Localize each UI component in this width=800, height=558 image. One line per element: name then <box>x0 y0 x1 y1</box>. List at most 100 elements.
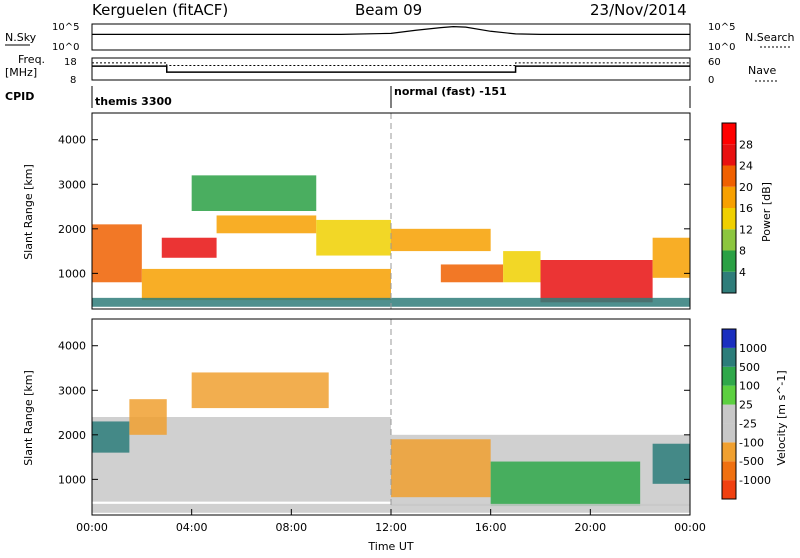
heatmap-band-5 <box>440 264 504 283</box>
noise-right-label: N.Search <box>745 31 795 44</box>
heatmap-band-4 <box>129 399 167 435</box>
heatmap-band-2 <box>92 421 130 453</box>
colorbar-segment <box>722 229 736 251</box>
colorbar-segment <box>722 347 736 367</box>
cpid-segment2: normal (fast) -151 <box>394 85 507 98</box>
colorbar-segment <box>722 404 736 424</box>
beam-title: Beam 09 <box>355 1 422 19</box>
cpid-row: CPID themis 3300 normal (fast) -151 <box>5 85 691 108</box>
nave-line <box>92 62 690 66</box>
colorbar-segment <box>722 144 736 166</box>
y-tick-label: 4000 <box>58 340 86 353</box>
colorbar-tick-label: 24 <box>739 160 753 173</box>
heatmap-band-7 <box>652 443 690 484</box>
noise-left-label: N.Sky <box>5 31 37 44</box>
noise-right-tick-bottom: 10^0 <box>708 42 735 53</box>
x-tick-label: 16:00 <box>475 521 507 534</box>
heatmap-band-5 <box>391 439 491 498</box>
colorbar-segment <box>722 329 736 348</box>
colorbar-segment <box>722 123 736 145</box>
velocity-panel: 1000 2000 3000 4000 Slant Range [km] 1000 50… <box>22 318 788 553</box>
colorbar-segment <box>722 165 736 187</box>
heatmap-band-8 <box>652 237 690 278</box>
colorbar-segment <box>722 480 736 499</box>
y-tick-label: 1000 <box>58 267 86 280</box>
heatmap-band-4 <box>391 228 491 252</box>
colorbar-segment <box>722 271 736 293</box>
x-tick-label: 20:00 <box>574 521 606 534</box>
freq-line <box>92 65 690 73</box>
heatmap-band-6 <box>503 251 541 283</box>
velocity-y-ticks: 1000 2000 3000 4000 <box>58 340 690 486</box>
colorbar-tick-label: -100 <box>739 436 764 449</box>
noise-line <box>92 25 690 36</box>
noise-panel: N.Sky 10^5 10^0 10^5 10^0 N.Search <box>5 22 795 53</box>
colorbar-tick-label: -25 <box>739 417 757 430</box>
freq-label-line1: Freq. <box>18 53 45 66</box>
x-tick-label: 08:00 <box>275 521 307 534</box>
colorbar-segment <box>722 442 736 462</box>
colorbar-tick-label: 8 <box>739 245 746 258</box>
velocity-colorbar-label: Velocity [m s^-1] <box>775 370 788 465</box>
heatmap-band-3 <box>316 219 391 256</box>
colorbar-segment <box>722 366 736 386</box>
noise-left-tick-top: 10^5 <box>52 22 79 33</box>
colorbar-tick-label: 25 <box>739 399 753 412</box>
freq-label-line2: [MHz] <box>5 66 37 79</box>
heatmap-band-7 <box>540 260 653 303</box>
heatmap-band-2 <box>216 215 317 234</box>
freq-right-tick-bottom: 0 <box>708 75 714 86</box>
heatmap-band-6 <box>490 461 641 507</box>
x-tick-label: 12:00 <box>375 521 407 534</box>
power-colorbar-label: Power [dB] <box>760 182 773 242</box>
freq-right-tick-top: 60 <box>708 57 721 68</box>
y-tick-label: 3000 <box>58 178 86 191</box>
heatmap-band-1 <box>161 237 217 258</box>
colorbar-segment <box>722 385 736 405</box>
colorbar-segment <box>722 250 736 272</box>
colorbar-frame <box>721 328 737 500</box>
power-panel: 1000 2000 3000 4000 Slant Range [km] 4 8 12 16… <box>22 112 773 310</box>
noise-right-tick-top: 10^5 <box>708 22 735 33</box>
x-ticks: 00:00 04:00 08:00 12:00 16:00 20:00 00:00 <box>76 509 706 534</box>
heatmap-band-3 <box>191 372 329 409</box>
y-tick-label: 2000 <box>58 429 86 442</box>
frequency-panel: Freq. [MHz] 18 8 60 0 Nave <box>5 53 778 86</box>
colorbar-segment <box>722 208 736 230</box>
colorbar-tick-label: 28 <box>739 138 753 151</box>
heatmap-band-11 <box>92 297 690 307</box>
power-heatmap <box>92 175 690 307</box>
cpid-segment1: themis 3300 <box>95 95 172 108</box>
colorbar-tick-label: 500 <box>739 361 760 374</box>
y-tick-label: 4000 <box>58 134 86 147</box>
colorbar-segment <box>722 461 736 481</box>
x-tick-label: 00:00 <box>76 521 108 534</box>
colorbar-tick-label: 100 <box>739 380 760 393</box>
colorbar-tick-label: -1000 <box>739 474 771 487</box>
y-tick-label: 2000 <box>58 223 86 236</box>
colorbar-frame <box>721 122 737 294</box>
y-tick-label: 1000 <box>58 473 86 486</box>
colorbar-segment <box>722 186 736 208</box>
heatmap-band-0 <box>92 224 142 283</box>
heatmap-band-10 <box>191 175 317 211</box>
freq-left-tick-bottom: 8 <box>70 75 76 86</box>
colorbar-tick-label: -500 <box>739 455 764 468</box>
colorbar-segment <box>722 423 736 443</box>
colorbar-tick-label: 16 <box>739 202 753 215</box>
heatmap-band-8 <box>92 503 690 513</box>
colorbar-tick-label: 12 <box>739 223 753 236</box>
x-tick-label: 00:00 <box>674 521 706 534</box>
velocity-y-axis-label: Slant Range [km] <box>22 370 35 466</box>
date-title: 23/Nov/2014 <box>590 1 687 19</box>
power-y-ticks: 1000 2000 3000 4000 <box>58 134 690 280</box>
velocity-heatmap <box>92 372 690 513</box>
colorbar-tick-label: 4 <box>739 266 746 279</box>
y-tick-label: 3000 <box>58 384 86 397</box>
x-axis-label: Time UT <box>367 540 413 553</box>
power-y-axis-label: Slant Range [km] <box>22 164 35 260</box>
cpid-label: CPID <box>5 90 34 103</box>
x-tick-label: 04:00 <box>176 521 208 534</box>
heatmap-band-9 <box>141 268 391 301</box>
